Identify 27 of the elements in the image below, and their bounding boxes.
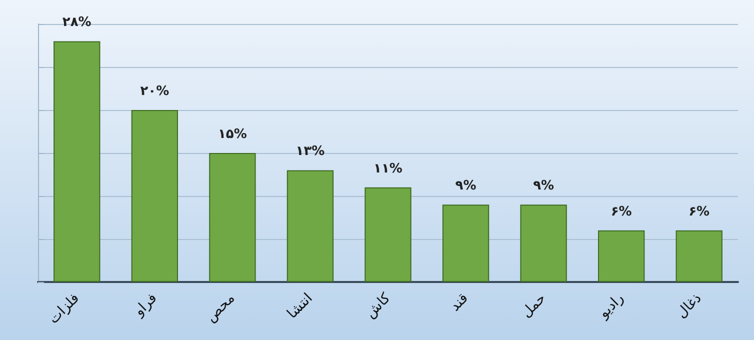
bar: [54, 41, 100, 282]
data-label: ۱۳%: [296, 144, 325, 160]
bar: [131, 110, 178, 282]
data-label: ۹%: [455, 178, 476, 194]
bar: [364, 187, 412, 282]
bar: [598, 230, 645, 282]
x-tick-label: ذغال: [674, 290, 705, 322]
bar: [286, 170, 334, 282]
x-tick-label: انتشا: [284, 290, 316, 322]
data-label: ۱۱%: [374, 161, 402, 176]
x-tick-label: فراو: [130, 290, 160, 320]
data-label: ۲۰%: [140, 84, 170, 99]
bar: [520, 204, 567, 282]
x-tick-label: رادیو: [595, 290, 627, 322]
data-label: ۶%: [610, 204, 632, 220]
x-tick-label: قند: [447, 290, 472, 315]
bar: [209, 153, 256, 282]
x-tick-label: کاش: [362, 290, 394, 322]
data-label: ۶%: [688, 204, 710, 220]
x-tick-label: محص: [202, 290, 238, 326]
data-label: ۹%: [533, 178, 554, 194]
bar: [676, 230, 722, 282]
bar: [442, 204, 490, 282]
data-label: ۲۸%: [62, 15, 92, 30]
x-tick-label: فلزات: [46, 290, 83, 328]
data-label: ۱۵%: [218, 127, 247, 142]
x-tick-label: حمل: [518, 290, 550, 321]
